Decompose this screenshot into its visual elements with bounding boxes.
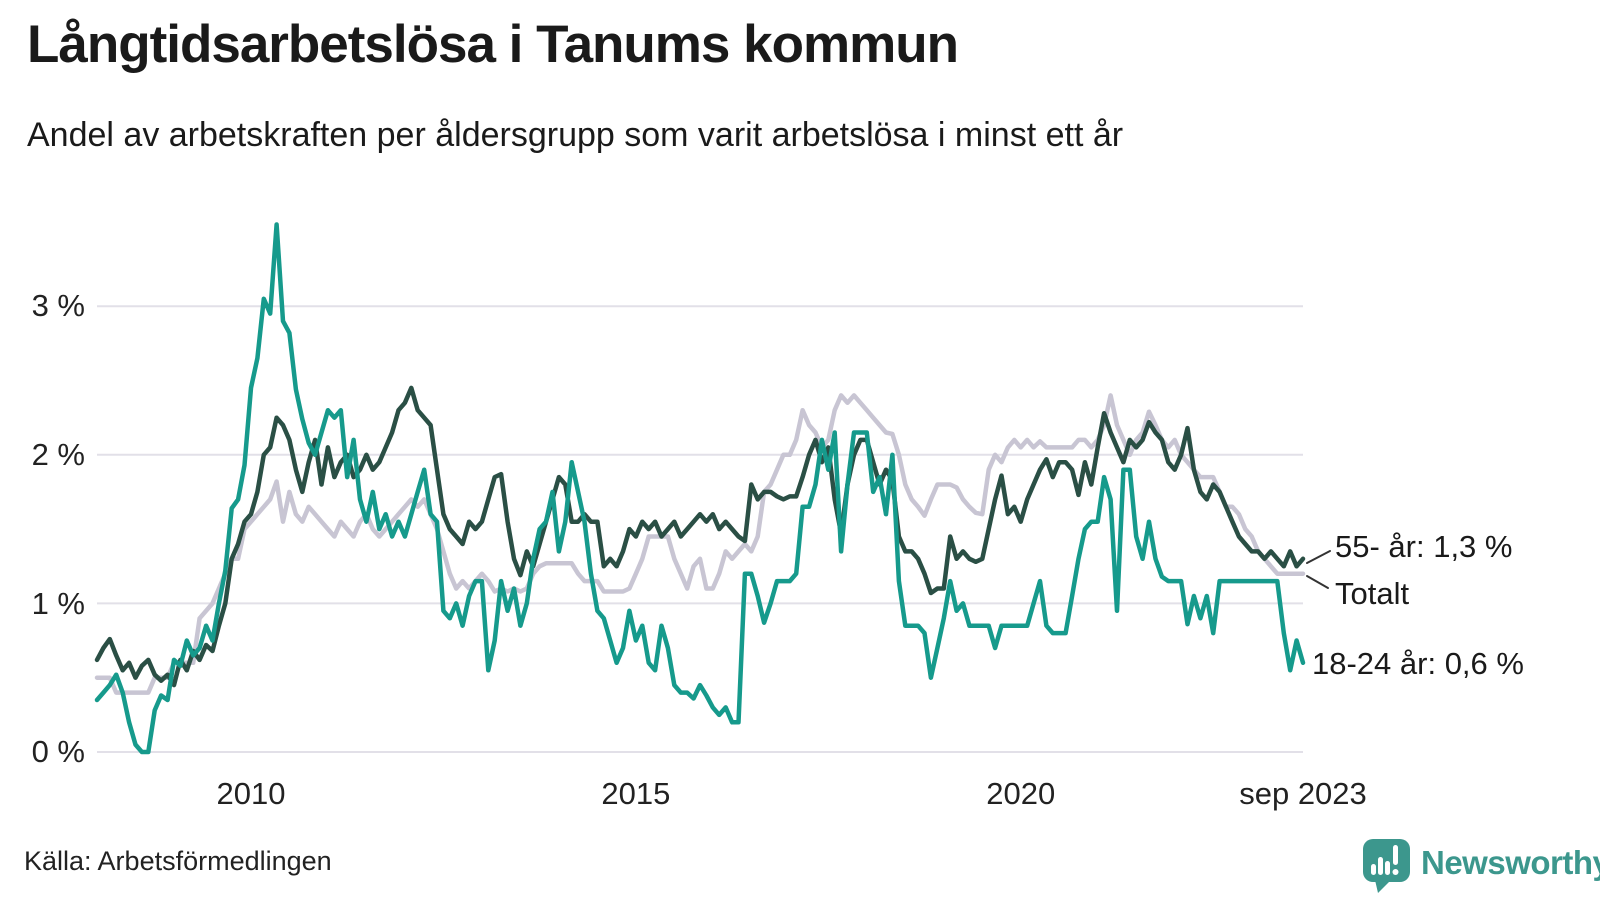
y-axis-label-3: 3 % [31, 288, 85, 323]
source-caption: Källa: Arbetsförmedlingen [24, 846, 332, 876]
x-axis-label-2020: 2020 [986, 776, 1056, 811]
newsworthy-wordmark: Newsworthy [1421, 844, 1600, 881]
newsworthy-logo-icon [1363, 839, 1410, 893]
newsworthy-logo: Newsworthy [1362, 838, 1600, 894]
series-end-label-55: 55- år: 1,3 % [1335, 529, 1513, 564]
annotation-connector-1 [1306, 550, 1331, 564]
y-axis-label-1: 1 % [31, 586, 85, 621]
y-axis-label-0: 0 % [31, 734, 85, 769]
series-end-label-18-24: 18-24 år: 0,6 % [1312, 646, 1524, 681]
series-end-label-totalt: Totalt [1335, 576, 1410, 611]
annotation-connector-2 [1306, 575, 1329, 589]
series-line-55 [94, 385, 1306, 688]
page-subtitle: Andel av arbetskraften per åldersgrupp s… [27, 116, 1124, 154]
y-axis-label-2: 2 % [31, 437, 85, 472]
x-axis-label-sep-2023: sep 2023 [1239, 776, 1367, 811]
page-title: Långtidsarbetslösa i Tanums kommun [27, 15, 959, 74]
x-axis-label-2015: 2015 [601, 776, 671, 811]
x-axis-label-2010: 2010 [216, 776, 286, 811]
series-line-18-24 [94, 222, 1306, 755]
